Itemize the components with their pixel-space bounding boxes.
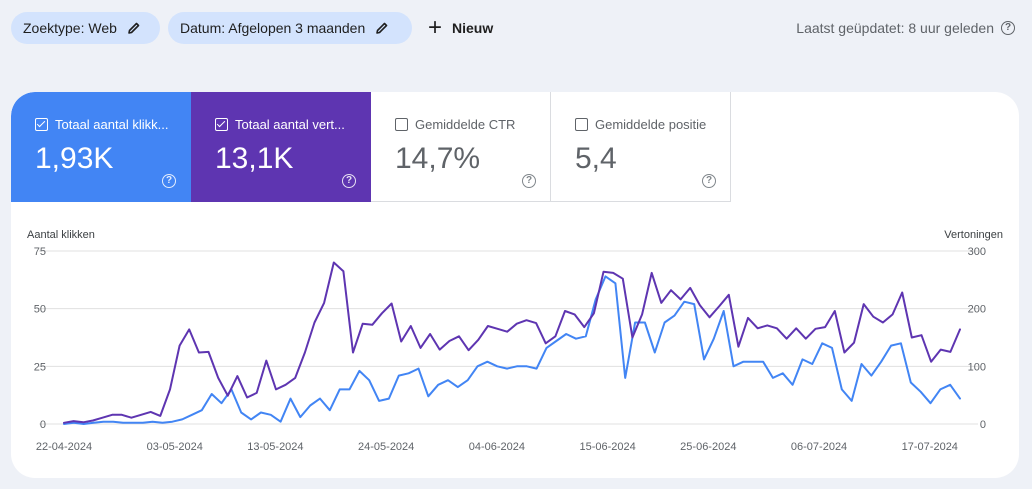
metric-label: Totaal aantal vert... — [235, 117, 345, 132]
x-tick-label: 03-05-2024 — [147, 441, 203, 453]
metric-average-position[interactable]: Gemiddelde positie 5,4 ? — [551, 92, 731, 202]
y-tick-right: 300 — [968, 246, 986, 258]
search-type-filter-chip[interactable]: Zoektype: Web — [11, 12, 160, 44]
impressions-series-line — [63, 261, 961, 424]
metric-value: 13,1K — [215, 142, 294, 175]
checkbox-icon[interactable] — [575, 118, 588, 131]
checkbox-icon[interactable] — [215, 118, 228, 131]
metric-value: 14,7% — [395, 142, 481, 175]
last-updated-text: Laatst geüpdatet: 8 uur geleden — [796, 20, 994, 36]
x-tick-label: 22-04-2024 — [36, 441, 92, 453]
clicks-series-line — [63, 275, 961, 425]
checkbox-icon[interactable] — [395, 118, 408, 131]
performance-card: Totaal aantal klikk... 1,93K ? Totaal aa… — [11, 92, 1019, 478]
x-tick-label: 25-06-2024 — [680, 441, 736, 453]
metric-average-ctr[interactable]: Gemiddelde CTR 14,7% ? — [371, 92, 551, 202]
help-icon[interactable]: ? — [522, 174, 536, 188]
date-filter-chip[interactable]: Datum: Afgelopen 3 maanden — [168, 12, 412, 44]
y-axis-label-left: Aantal klikken — [27, 229, 95, 241]
x-tick-label: 06-07-2024 — [791, 441, 847, 453]
checkbox-icon[interactable] — [35, 118, 48, 131]
date-filter-label: Datum: Afgelopen 3 maanden — [180, 20, 366, 36]
help-icon[interactable]: ? — [1001, 21, 1015, 35]
last-updated-status: Laatst geüpdatet: 8 uur geleden ? — [796, 20, 1015, 36]
edit-pencil-icon — [376, 22, 388, 34]
y-tick-left: 25 — [34, 361, 46, 373]
search-type-filter-label: Zoektype: Web — [23, 20, 117, 36]
metric-label: Gemiddelde CTR — [415, 117, 516, 132]
help-icon[interactable]: ? — [342, 174, 356, 188]
x-tick-label: 17-07-2024 — [902, 441, 958, 453]
new-filter-label: Nieuw — [452, 20, 494, 36]
y-axis-label-right: Vertoningen — [944, 229, 1003, 241]
metric-label: Totaal aantal klikk... — [55, 117, 169, 132]
help-icon[interactable]: ? — [702, 174, 716, 188]
y-tick-right: 100 — [968, 361, 986, 373]
x-tick-label: 04-06-2024 — [469, 441, 525, 453]
y-tick-left: 75 — [34, 246, 46, 258]
x-tick-label: 15-06-2024 — [579, 441, 635, 453]
y-tick-right: 0 — [980, 419, 986, 431]
metric-label: Gemiddelde positie — [595, 117, 707, 132]
edit-pencil-icon — [128, 22, 140, 34]
plus-icon: + — [428, 14, 443, 41]
x-tick-label: 13-05-2024 — [247, 441, 303, 453]
metric-total-impressions[interactable]: Totaal aantal vert... 13,1K ? — [191, 92, 371, 202]
y-tick-left: 0 — [40, 419, 46, 431]
metric-value: 5,4 — [575, 142, 617, 175]
y-tick-left: 50 — [34, 304, 46, 316]
new-filter-button[interactable]: + Nieuw — [428, 12, 493, 44]
metric-total-clicks[interactable]: Totaal aantal klikk... 1,93K ? — [11, 92, 191, 202]
x-tick-label: 24-05-2024 — [358, 441, 414, 453]
performance-line-chart: 0 0 25 100 50 200 75 300 Aantal klikken Vertoning… — [27, 229, 1003, 453]
help-icon[interactable]: ? — [162, 174, 176, 188]
metric-value: 1,93K — [35, 142, 114, 175]
y-tick-right: 200 — [968, 304, 986, 316]
